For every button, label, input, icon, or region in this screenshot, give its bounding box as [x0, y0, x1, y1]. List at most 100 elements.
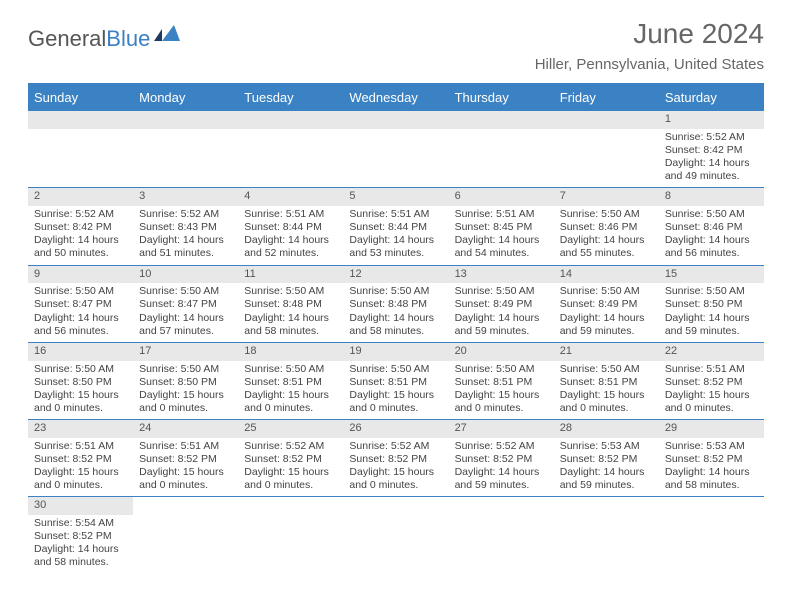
sunrise-line: Sunrise: 5:50 AM [560, 208, 653, 221]
day-number: 11 [238, 266, 343, 284]
daylight-line-1: Daylight: 14 hours [34, 543, 127, 556]
day-number [449, 111, 554, 129]
sunrise-line: Sunrise: 5:50 AM [455, 363, 548, 376]
daylight-line-1: Daylight: 14 hours [139, 234, 232, 247]
sunrise-line: Sunrise: 5:50 AM [665, 208, 758, 221]
daylight-line-2: and 52 minutes. [244, 247, 337, 260]
sunset-line: Sunset: 8:52 PM [560, 453, 653, 466]
week-row: 30Sunrise: 5:54 AMSunset: 8:52 PMDayligh… [28, 497, 764, 573]
day-number: 27 [449, 420, 554, 438]
week-row: 23Sunrise: 5:51 AMSunset: 8:52 PMDayligh… [28, 420, 764, 497]
day-number [343, 111, 448, 129]
daylight-line-1: Daylight: 14 hours [560, 312, 653, 325]
day-cell: 27Sunrise: 5:52 AMSunset: 8:52 PMDayligh… [449, 420, 554, 496]
sunset-line: Sunset: 8:51 PM [244, 376, 337, 389]
day-header-cell: Friday [554, 84, 659, 111]
day-details: Sunrise: 5:52 AMSunset: 8:42 PMDaylight:… [659, 129, 764, 188]
week-row: 1Sunrise: 5:52 AMSunset: 8:42 PMDaylight… [28, 111, 764, 188]
day-number: 15 [659, 266, 764, 284]
day-cell: 8Sunrise: 5:50 AMSunset: 8:46 PMDaylight… [659, 188, 764, 264]
sunrise-line: Sunrise: 5:52 AM [34, 208, 127, 221]
day-cell: 30Sunrise: 5:54 AMSunset: 8:52 PMDayligh… [28, 497, 133, 573]
day-number: 29 [659, 420, 764, 438]
sunset-line: Sunset: 8:52 PM [665, 376, 758, 389]
day-cell: 14Sunrise: 5:50 AMSunset: 8:49 PMDayligh… [554, 266, 659, 342]
sunrise-line: Sunrise: 5:50 AM [139, 285, 232, 298]
day-cell: 29Sunrise: 5:53 AMSunset: 8:52 PMDayligh… [659, 420, 764, 496]
day-header-cell: Monday [133, 84, 238, 111]
day-cell [554, 497, 659, 573]
day-details: Sunrise: 5:50 AMSunset: 8:49 PMDaylight:… [554, 283, 659, 342]
title-block: June 2024 Hiller, Pennsylvania, United S… [535, 18, 764, 73]
sunset-line: Sunset: 8:49 PM [560, 298, 653, 311]
day-number [659, 497, 764, 501]
daylight-line-1: Daylight: 14 hours [560, 466, 653, 479]
day-number: 17 [133, 343, 238, 361]
day-details: Sunrise: 5:51 AMSunset: 8:52 PMDaylight:… [133, 438, 238, 497]
day-number: 24 [133, 420, 238, 438]
calendar: SundayMondayTuesdayWednesdayThursdayFrid… [28, 83, 764, 574]
day-details: Sunrise: 5:50 AMSunset: 8:48 PMDaylight:… [343, 283, 448, 342]
sunset-line: Sunset: 8:51 PM [560, 376, 653, 389]
day-details: Sunrise: 5:50 AMSunset: 8:51 PMDaylight:… [554, 361, 659, 420]
day-cell: 4Sunrise: 5:51 AMSunset: 8:44 PMDaylight… [238, 188, 343, 264]
day-cell: 6Sunrise: 5:51 AMSunset: 8:45 PMDaylight… [449, 188, 554, 264]
day-number: 13 [449, 266, 554, 284]
sunrise-line: Sunrise: 5:51 AM [455, 208, 548, 221]
day-details: Sunrise: 5:50 AMSunset: 8:50 PMDaylight:… [133, 361, 238, 420]
sunrise-line: Sunrise: 5:52 AM [244, 440, 337, 453]
day-details: Sunrise: 5:50 AMSunset: 8:49 PMDaylight:… [449, 283, 554, 342]
daylight-line-1: Daylight: 15 hours [455, 389, 548, 402]
day-number: 2 [28, 188, 133, 206]
sunrise-line: Sunrise: 5:50 AM [349, 363, 442, 376]
day-number [238, 111, 343, 129]
day-number: 7 [554, 188, 659, 206]
daylight-line-2: and 59 minutes. [665, 325, 758, 338]
day-number: 19 [343, 343, 448, 361]
day-number [449, 497, 554, 501]
day-header-cell: Thursday [449, 84, 554, 111]
sunset-line: Sunset: 8:46 PM [665, 221, 758, 234]
day-cell: 13Sunrise: 5:50 AMSunset: 8:49 PMDayligh… [449, 266, 554, 342]
day-cell: 12Sunrise: 5:50 AMSunset: 8:48 PMDayligh… [343, 266, 448, 342]
day-cell: 17Sunrise: 5:50 AMSunset: 8:50 PMDayligh… [133, 343, 238, 419]
daylight-line-1: Daylight: 14 hours [665, 157, 758, 170]
sunset-line: Sunset: 8:43 PM [139, 221, 232, 234]
day-number [343, 497, 448, 501]
daylight-line-1: Daylight: 14 hours [455, 312, 548, 325]
day-number: 23 [28, 420, 133, 438]
sunset-line: Sunset: 8:52 PM [34, 453, 127, 466]
sunset-line: Sunset: 8:42 PM [34, 221, 127, 234]
day-cell: 3Sunrise: 5:52 AMSunset: 8:43 PMDaylight… [133, 188, 238, 264]
sunrise-line: Sunrise: 5:50 AM [244, 285, 337, 298]
daylight-line-2: and 56 minutes. [34, 325, 127, 338]
sunset-line: Sunset: 8:44 PM [244, 221, 337, 234]
daylight-line-2: and 0 minutes. [244, 402, 337, 415]
day-cell: 2Sunrise: 5:52 AMSunset: 8:42 PMDaylight… [28, 188, 133, 264]
day-cell: 5Sunrise: 5:51 AMSunset: 8:44 PMDaylight… [343, 188, 448, 264]
sunrise-line: Sunrise: 5:50 AM [665, 285, 758, 298]
day-details: Sunrise: 5:50 AMSunset: 8:50 PMDaylight:… [28, 361, 133, 420]
day-number: 16 [28, 343, 133, 361]
daylight-line-2: and 59 minutes. [455, 325, 548, 338]
day-number: 14 [554, 266, 659, 284]
day-number: 10 [133, 266, 238, 284]
day-number: 6 [449, 188, 554, 206]
daylight-line-1: Daylight: 14 hours [139, 312, 232, 325]
daylight-line-2: and 54 minutes. [455, 247, 548, 260]
day-header-row: SundayMondayTuesdayWednesdayThursdayFrid… [28, 84, 764, 111]
sunrise-line: Sunrise: 5:50 AM [34, 363, 127, 376]
day-cell: 10Sunrise: 5:50 AMSunset: 8:47 PMDayligh… [133, 266, 238, 342]
sunset-line: Sunset: 8:48 PM [349, 298, 442, 311]
logo-text-blue: Blue [106, 26, 150, 52]
day-number [133, 497, 238, 501]
daylight-line-2: and 51 minutes. [139, 247, 232, 260]
day-cell: 23Sunrise: 5:51 AMSunset: 8:52 PMDayligh… [28, 420, 133, 496]
day-cell: 20 Sunrise: 5:50 AMSunset: 8:51 PMDayligh… [449, 343, 554, 419]
sunset-line: Sunset: 8:51 PM [455, 376, 548, 389]
daylight-line-2: and 0 minutes. [139, 479, 232, 492]
day-details: Sunrise: 5:53 AMSunset: 8:52 PMDaylight:… [659, 438, 764, 497]
day-details: Sunrise: 5:51 AMSunset: 8:52 PMDaylight:… [659, 361, 764, 420]
sunrise-line: Sunrise: 5:51 AM [139, 440, 232, 453]
day-number: 20 [449, 343, 554, 361]
